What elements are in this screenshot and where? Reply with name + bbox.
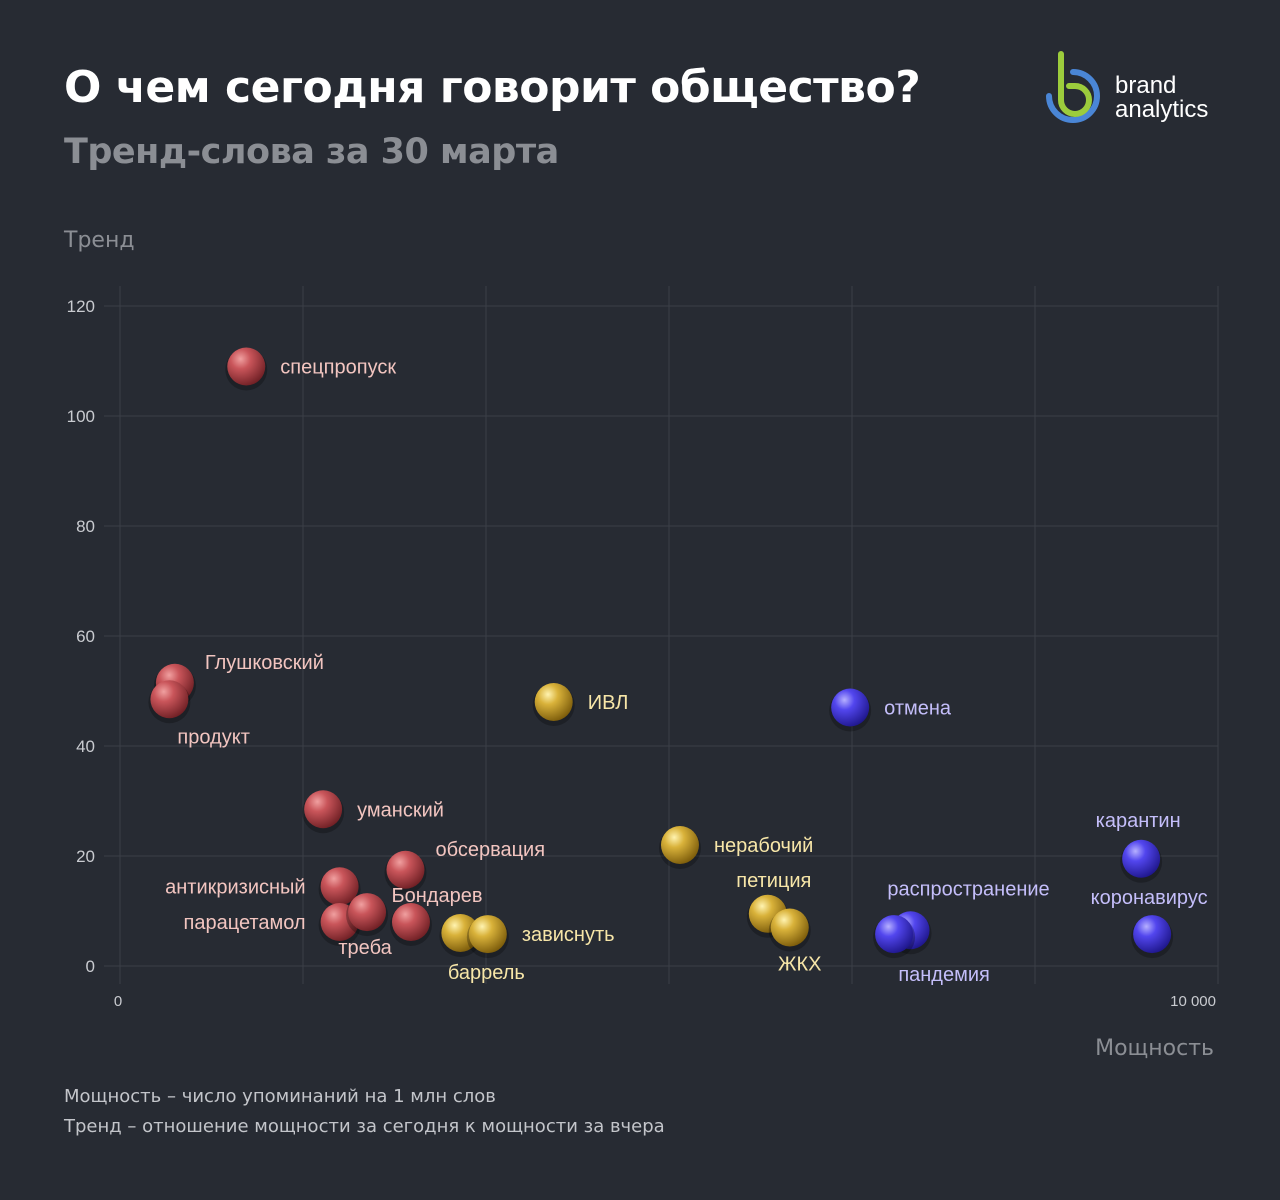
y-tick-label: 120 bbox=[67, 297, 95, 316]
brand-logo-icon bbox=[1046, 51, 1100, 123]
footnote-trend: Тренд – отношение мощности за сегодня к … bbox=[64, 1116, 665, 1137]
data-point bbox=[391, 903, 430, 941]
point-label: ИВЛ bbox=[588, 692, 629, 714]
data-point bbox=[227, 347, 266, 386]
chart-subtitle: Тренд-слова за 30 марта bbox=[64, 132, 559, 172]
point-label: Бондарев bbox=[391, 885, 482, 907]
x-tick-label: 10 000 bbox=[1170, 993, 1216, 1010]
brand-logo-text: brand analytics bbox=[1115, 74, 1208, 122]
y-tick-label: 60 bbox=[76, 627, 95, 646]
footnote-power: Мощность – число упоминаний на 1 млн сло… bbox=[64, 1086, 496, 1107]
point-label: зависнуть bbox=[522, 924, 615, 946]
point-label: треба bbox=[338, 937, 392, 959]
brand-logo: brand analytics bbox=[1045, 48, 1245, 132]
point-label: парацетамол bbox=[184, 912, 306, 934]
chart-points: спецпропуск Глушковский продукт уманский ант… bbox=[148, 347, 1208, 986]
y-tick-label: 40 bbox=[76, 737, 95, 756]
chart-ticks: 0 20 40 60 80 100 120 0 10 000 bbox=[67, 297, 1216, 1010]
data-point bbox=[320, 867, 359, 906]
point-label: антикризисный bbox=[165, 876, 305, 898]
point-label: спецпропуск bbox=[280, 357, 396, 379]
y-tick-label: 20 bbox=[76, 847, 95, 866]
point-label: петиция bbox=[736, 870, 811, 892]
data-point bbox=[441, 914, 480, 952]
y-tick-label: 80 bbox=[76, 517, 95, 536]
data-point bbox=[150, 680, 189, 719]
point-label: распространение bbox=[887, 878, 1049, 900]
scatter-chart: 0 20 40 60 80 100 120 0 10 000 спецпропуск Глушко… bbox=[67, 286, 1219, 1010]
brand-logo-line2: analytics bbox=[1115, 96, 1209, 123]
data-point bbox=[348, 893, 387, 932]
point-label: отмена bbox=[884, 698, 952, 720]
x-tick-label: 0 bbox=[114, 993, 122, 1010]
point-label: нерабочий bbox=[714, 835, 813, 857]
data-point bbox=[875, 915, 914, 954]
brand-logo-line1: brand bbox=[1115, 72, 1177, 99]
point-label: пандемия bbox=[898, 964, 990, 986]
data-point bbox=[304, 790, 343, 829]
x-axis-title: Мощность bbox=[1095, 1036, 1214, 1061]
chart-grid bbox=[104, 286, 1219, 984]
y-axis-title: Тренд bbox=[64, 228, 135, 253]
point-label: обсервация bbox=[435, 839, 545, 861]
y-tick-label: 100 bbox=[67, 407, 95, 426]
point-label: продукт bbox=[177, 726, 249, 748]
point-label: карантин bbox=[1096, 810, 1181, 832]
y-tick-label: 0 bbox=[86, 957, 95, 976]
data-point bbox=[534, 683, 573, 721]
data-point bbox=[831, 688, 870, 727]
point-label: Глушковский bbox=[205, 652, 324, 674]
point-label: баррель bbox=[448, 962, 525, 984]
data-point bbox=[660, 826, 699, 864]
data-point bbox=[386, 850, 425, 889]
data-point bbox=[468, 915, 507, 954]
point-label: коронавирус bbox=[1091, 887, 1208, 909]
point-label: уманский bbox=[357, 799, 444, 821]
point-label: ЖКХ bbox=[778, 954, 821, 976]
data-point bbox=[770, 908, 809, 947]
chart-title: О чем сегодня говорит общество? bbox=[64, 62, 921, 113]
data-point bbox=[1133, 915, 1172, 954]
data-point bbox=[1122, 839, 1161, 878]
